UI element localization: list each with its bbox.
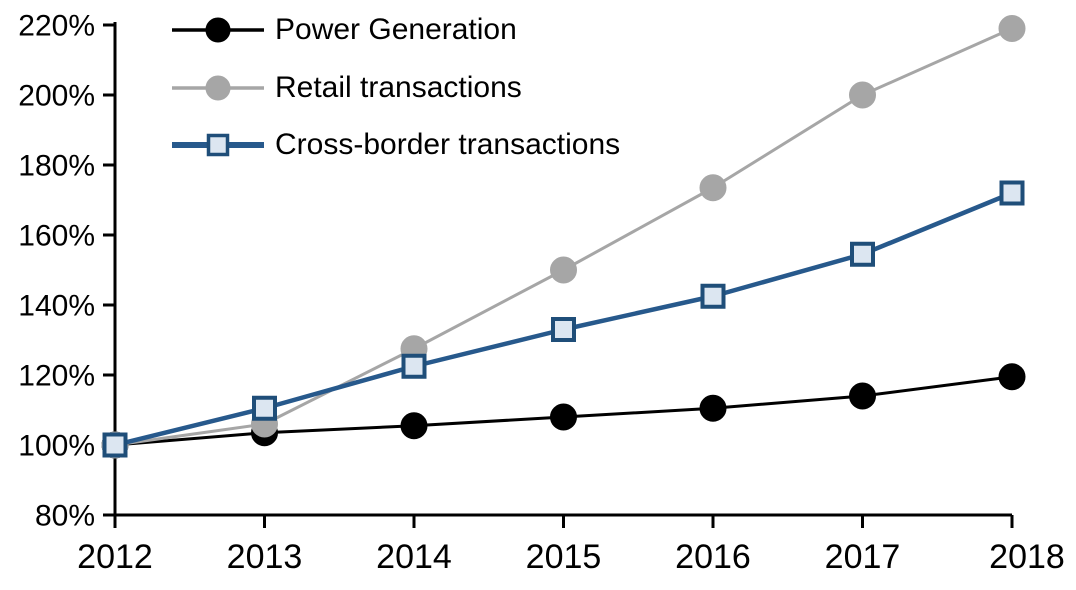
y-tick-label: 120% (18, 360, 95, 393)
data-point (998, 15, 1026, 42)
x-tick-labels: 2012 2013 2014 2015 2016 2017 2018 (77, 515, 1065, 576)
legend-label-cross-border-transactions: Cross-border transactions (275, 128, 621, 161)
y-tick-label: 180% (18, 150, 95, 183)
legend-glyph-cross-border-transactions (172, 133, 264, 157)
y-tick-labels: 80% 100% 120% 140% 160% 180% 200% 220% (18, 10, 115, 533)
x-tick-label: 2015 (526, 538, 602, 576)
legend-marker (205, 17, 231, 43)
data-point (252, 395, 277, 421)
data-point (400, 412, 428, 440)
data-point (849, 382, 876, 410)
data-point (849, 81, 876, 109)
y-tick-label: 100% (18, 430, 95, 463)
series-power-generation (101, 363, 1026, 459)
legend-label-retail-transactions: Retail transactions (275, 71, 522, 104)
data-point (551, 317, 576, 342)
x-tick-label: 2014 (376, 538, 452, 576)
x-tick-label: 2013 (227, 538, 303, 576)
legend-marker (206, 133, 230, 157)
legend-item-cross-border-transactions: Cross-border transactions (170, 128, 620, 162)
legend-marker (205, 75, 231, 101)
legend-label-power-generation: Power Generation (275, 13, 517, 46)
data-point (699, 174, 727, 202)
y-tick-label: 220% (18, 10, 95, 43)
y-tick-label: 140% (18, 290, 95, 323)
y-tick-label: 80% (35, 500, 95, 533)
series-cross-border-transactions (102, 180, 1025, 458)
data-point (550, 256, 577, 284)
x-tick-label: 2016 (675, 538, 751, 576)
data-point (699, 394, 727, 422)
data-point (850, 241, 875, 267)
data-point (401, 353, 427, 379)
y-tick-label: 200% (18, 80, 95, 113)
legend-glyph-power-generation (172, 17, 264, 43)
x-tick-label: 2012 (77, 538, 153, 576)
legend-item-retail-transactions: Retail transactions (170, 71, 522, 105)
data-point (999, 180, 1025, 206)
legend-glyph-retail-transactions (172, 75, 264, 101)
data-point (700, 283, 726, 309)
x-tick-label: 2017 (825, 538, 901, 576)
data-point (102, 432, 128, 458)
y-tick-label: 160% (18, 220, 95, 253)
data-point (998, 363, 1026, 391)
legend-item-power-generation: Power Generation (170, 13, 517, 47)
data-point (550, 403, 577, 431)
x-tick-label: 2018 (989, 538, 1065, 576)
